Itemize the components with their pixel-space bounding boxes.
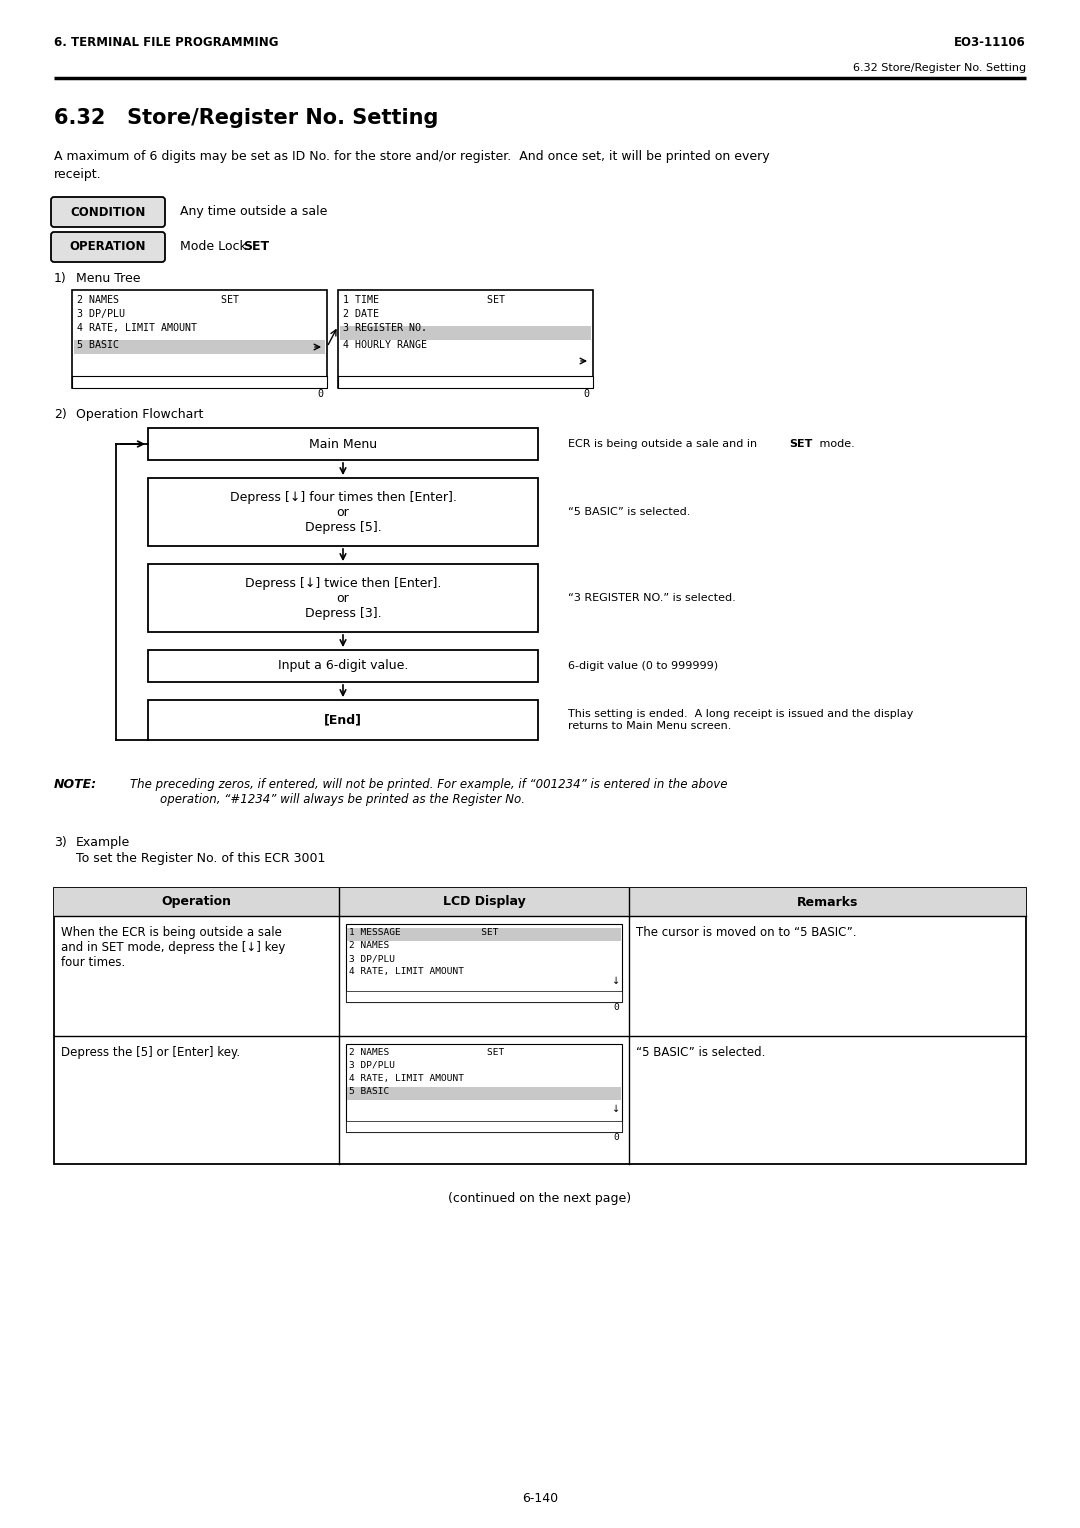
Text: Input a 6-digit value.: Input a 6-digit value.	[278, 660, 408, 672]
Text: Menu Tree: Menu Tree	[76, 272, 140, 286]
Text: 4 RATE, LIMIT AMOUNT: 4 RATE, LIMIT AMOUNT	[77, 322, 197, 333]
Text: (continued on the next page): (continued on the next page)	[448, 1192, 632, 1206]
Text: 0: 0	[613, 1134, 619, 1143]
Text: 3 DP/PLU: 3 DP/PLU	[77, 309, 125, 319]
Text: 2 NAMES: 2 NAMES	[349, 941, 389, 950]
Text: 4 HOURLY RANGE: 4 HOURLY RANGE	[343, 341, 427, 350]
Text: 4 RATE, LIMIT AMOUNT: 4 RATE, LIMIT AMOUNT	[349, 967, 464, 976]
Text: ↓: ↓	[612, 1105, 620, 1114]
Text: SET: SET	[789, 439, 812, 449]
Bar	[54, 888, 1026, 915]
Text: SET: SET	[243, 240, 269, 254]
Bar	[346, 1044, 622, 1132]
Text: receipt.: receipt.	[54, 168, 102, 180]
Text: 6.32 Store/Register No. Setting: 6.32 Store/Register No. Setting	[853, 63, 1026, 73]
Bar	[54, 888, 1026, 1164]
Bar	[347, 1086, 621, 1100]
Text: 6.32   Store/Register No. Setting: 6.32 Store/Register No. Setting	[54, 108, 438, 128]
Text: 1): 1)	[54, 272, 67, 286]
FancyBboxPatch shape	[51, 197, 165, 228]
Bar	[75, 341, 325, 354]
Text: A maximum of 6 digits may be set as ID No. for the store and/or register.  And o: A maximum of 6 digits may be set as ID N…	[54, 150, 770, 163]
Text: 4 RATE, LIMIT AMOUNT: 4 RATE, LIMIT AMOUNT	[349, 1074, 464, 1083]
Text: Depress the [5] or [Enter] key.: Depress the [5] or [Enter] key.	[60, 1047, 240, 1059]
Text: This setting is ended.  A long receipt is issued and the display
returns to Main: This setting is ended. A long receipt is…	[568, 709, 914, 730]
Text: OPERATION: OPERATION	[70, 240, 146, 254]
Text: LCD Display: LCD Display	[443, 895, 525, 909]
Bar	[346, 992, 622, 1002]
Text: Operation: Operation	[162, 895, 231, 909]
Bar	[148, 428, 538, 460]
Text: 0: 0	[318, 390, 323, 399]
Text: 5 BASIC: 5 BASIC	[349, 1086, 389, 1096]
Bar	[72, 290, 327, 388]
Text: ECR is being outside a sale and in: ECR is being outside a sale and in	[568, 439, 760, 449]
Text: To set the Register No. of this ECR 3001: To set the Register No. of this ECR 3001	[76, 853, 325, 865]
Text: 0: 0	[583, 390, 589, 399]
Text: Depress [↓] twice then [Enter].
or
Depress [3].: Depress [↓] twice then [Enter]. or Depre…	[245, 576, 442, 619]
Text: 6-digit value (0 to 999999): 6-digit value (0 to 999999)	[568, 662, 718, 671]
Bar	[148, 564, 538, 633]
Text: 1 TIME                  SET: 1 TIME SET	[343, 295, 505, 306]
Text: “5 BASIC” is selected.: “5 BASIC” is selected.	[568, 507, 690, 516]
Text: The preceding zeros, if entered, will not be printed. For example, if “001234” i: The preceding zeros, if entered, will no…	[130, 778, 728, 805]
Text: 5 BASIC: 5 BASIC	[77, 341, 119, 350]
Text: 3 DP/PLU: 3 DP/PLU	[349, 1060, 395, 1070]
Text: 2): 2)	[54, 408, 67, 422]
Text: 1 MESSAGE              SET: 1 MESSAGE SET	[349, 927, 499, 937]
Text: NOTE:: NOTE:	[54, 778, 97, 792]
Text: 6-140: 6-140	[522, 1491, 558, 1505]
Text: 0: 0	[613, 1004, 619, 1013]
Text: 3): 3)	[54, 836, 67, 850]
Bar	[148, 649, 538, 681]
Bar	[346, 924, 622, 1002]
Text: Example: Example	[76, 836, 131, 850]
Text: CONDITION: CONDITION	[70, 205, 146, 219]
Bar	[338, 290, 593, 388]
Bar	[338, 376, 593, 388]
Text: 3 DP/PLU: 3 DP/PLU	[349, 953, 395, 963]
Text: Depress [↓] four times then [Enter].
or
Depress [5].: Depress [↓] four times then [Enter]. or …	[230, 490, 457, 533]
Text: ↓: ↓	[612, 976, 620, 986]
Text: [End]: [End]	[324, 714, 362, 726]
Text: 6. TERMINAL FILE PROGRAMMING: 6. TERMINAL FILE PROGRAMMING	[54, 37, 279, 49]
Text: Remarks: Remarks	[797, 895, 859, 909]
Text: Main Menu: Main Menu	[309, 437, 377, 451]
Bar	[148, 478, 538, 545]
Text: Mode Lock:: Mode Lock:	[180, 240, 255, 254]
Bar	[148, 700, 538, 740]
Text: 2 NAMES                 SET: 2 NAMES SET	[77, 295, 239, 306]
Bar	[340, 325, 591, 341]
Text: “5 BASIC” is selected.: “5 BASIC” is selected.	[636, 1047, 766, 1059]
Text: mode.: mode.	[816, 439, 854, 449]
Text: Operation Flowchart: Operation Flowchart	[76, 408, 203, 422]
Text: 2 NAMES                 SET: 2 NAMES SET	[349, 1048, 504, 1057]
Text: “3 REGISTER NO.” is selected.: “3 REGISTER NO.” is selected.	[568, 593, 735, 604]
Text: 3 REGISTER NO.: 3 REGISTER NO.	[343, 322, 427, 333]
Text: The cursor is moved on to “5 BASIC”.: The cursor is moved on to “5 BASIC”.	[636, 926, 856, 940]
Text: EO3-11106: EO3-11106	[955, 37, 1026, 49]
Bar	[72, 376, 327, 388]
Bar	[346, 1122, 622, 1132]
Bar	[347, 927, 621, 941]
FancyBboxPatch shape	[51, 232, 165, 261]
Text: 2 DATE: 2 DATE	[343, 309, 379, 319]
Text: Any time outside a sale: Any time outside a sale	[180, 205, 327, 219]
Text: When the ECR is being outside a sale
and in SET mode, depress the [↓] key
four t: When the ECR is being outside a sale and…	[60, 926, 285, 969]
